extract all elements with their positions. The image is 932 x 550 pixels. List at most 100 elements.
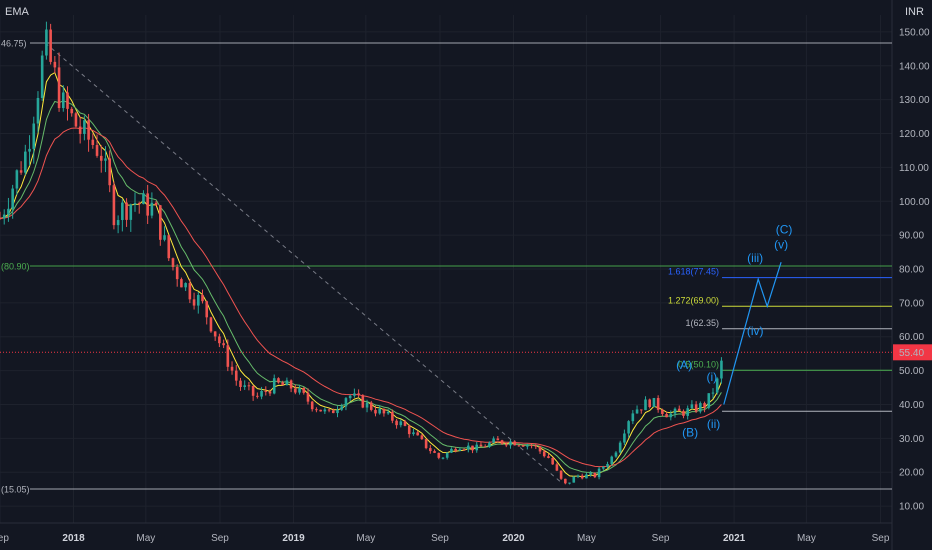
candle-body <box>542 451 546 457</box>
candle-body <box>121 202 124 221</box>
x-tick-label: Sep <box>872 533 890 544</box>
candle-body <box>521 445 525 447</box>
y-tick-label: 70.00 <box>899 298 924 309</box>
candle-body <box>15 170 19 189</box>
candle-body <box>264 391 268 393</box>
candle-body <box>159 205 162 240</box>
candle-body <box>534 445 538 447</box>
candle-body <box>272 378 276 394</box>
candle-body <box>399 421 403 426</box>
x-tick-label: 2018 <box>62 533 85 544</box>
wave-label: (C) <box>776 222 793 236</box>
candle-body <box>28 148 31 152</box>
candle-body <box>315 409 318 411</box>
candle-body <box>239 380 242 387</box>
candle-body <box>513 441 517 446</box>
candle-body <box>538 446 542 452</box>
fib-level-label: 0.5(50.10) <box>678 359 719 369</box>
candle-body <box>492 438 495 443</box>
candle-body <box>180 279 183 288</box>
candle-body <box>374 409 377 414</box>
candle-body <box>357 393 360 396</box>
candle-body <box>555 464 559 471</box>
candle-body <box>378 408 382 414</box>
candle-body <box>580 475 584 479</box>
x-tick-label: May <box>356 533 375 544</box>
candle-body <box>623 433 626 443</box>
candle-body <box>99 155 103 161</box>
wave-label: (v) <box>774 238 788 252</box>
candle-body <box>24 151 27 173</box>
candle-body <box>70 108 74 114</box>
candle-body <box>496 438 500 441</box>
candle-body <box>424 439 428 449</box>
candle-body <box>597 468 601 478</box>
horizontal-level-label: (80.90) <box>1 261 30 271</box>
x-tick-label: 2019 <box>282 533 305 544</box>
wave-label: (B) <box>682 426 698 440</box>
wave-label: (ii) <box>707 417 720 431</box>
candle-body <box>146 193 149 216</box>
candle-body <box>188 283 192 300</box>
candle-body <box>382 408 386 414</box>
candle-body <box>116 220 120 226</box>
candle-body <box>614 452 618 457</box>
candle-body <box>673 408 677 414</box>
candle-body <box>715 378 719 393</box>
y-tick-label: 150.00 <box>899 27 930 38</box>
y-tick-label: 90.00 <box>899 231 924 242</box>
candle-body <box>610 456 614 464</box>
candle-body <box>504 443 508 446</box>
candle-body <box>652 397 656 408</box>
x-tick-label: Sep <box>0 533 9 544</box>
candle-body <box>682 410 685 416</box>
y-tick-label: 130.00 <box>899 95 930 106</box>
wave-label: (iii) <box>747 251 763 265</box>
candle-body <box>483 446 487 448</box>
candle-body <box>407 425 411 435</box>
candle-body <box>163 235 166 240</box>
candle-body <box>462 449 466 451</box>
candle-body <box>386 411 390 414</box>
candle-body <box>631 413 635 422</box>
candle-body <box>53 61 57 68</box>
candle-body <box>703 403 706 408</box>
current-price-label: 55.40 <box>899 348 924 359</box>
candle-body <box>564 478 567 484</box>
candle-body <box>690 404 694 409</box>
candle-body <box>243 385 246 387</box>
x-tick-label: 2021 <box>723 533 746 544</box>
candle-body <box>475 444 479 451</box>
y-tick-label: 120.00 <box>899 129 930 140</box>
candle-body <box>454 448 457 451</box>
candle-body <box>234 370 238 381</box>
x-tick-label: May <box>136 533 155 544</box>
candle-body <box>458 449 462 451</box>
ema-line <box>0 100 722 474</box>
candle-body <box>361 395 365 408</box>
wave-label: (A) <box>676 358 692 372</box>
candle-body <box>602 466 605 469</box>
trend-line <box>44 42 562 483</box>
candle-body <box>57 67 61 109</box>
candle-body <box>192 299 196 306</box>
candle-body <box>268 391 272 394</box>
candle-body <box>467 445 470 450</box>
candle-body <box>445 452 449 458</box>
candle-body <box>344 398 348 407</box>
wave-projection-line <box>723 262 782 405</box>
indicator-label[interactable]: EMA <box>5 6 29 18</box>
y-tick-label: 100.00 <box>899 197 930 208</box>
candle-body <box>40 55 44 98</box>
candle-body <box>251 385 255 396</box>
candle-body <box>450 448 453 453</box>
candle-body <box>184 283 187 288</box>
candle-body <box>78 126 82 134</box>
candle-body <box>0 218 2 220</box>
candle-body <box>66 92 69 109</box>
ema-line <box>0 127 722 468</box>
y-tick-label: 140.00 <box>899 61 930 72</box>
candle-body <box>213 331 217 337</box>
candle-body <box>644 399 647 411</box>
